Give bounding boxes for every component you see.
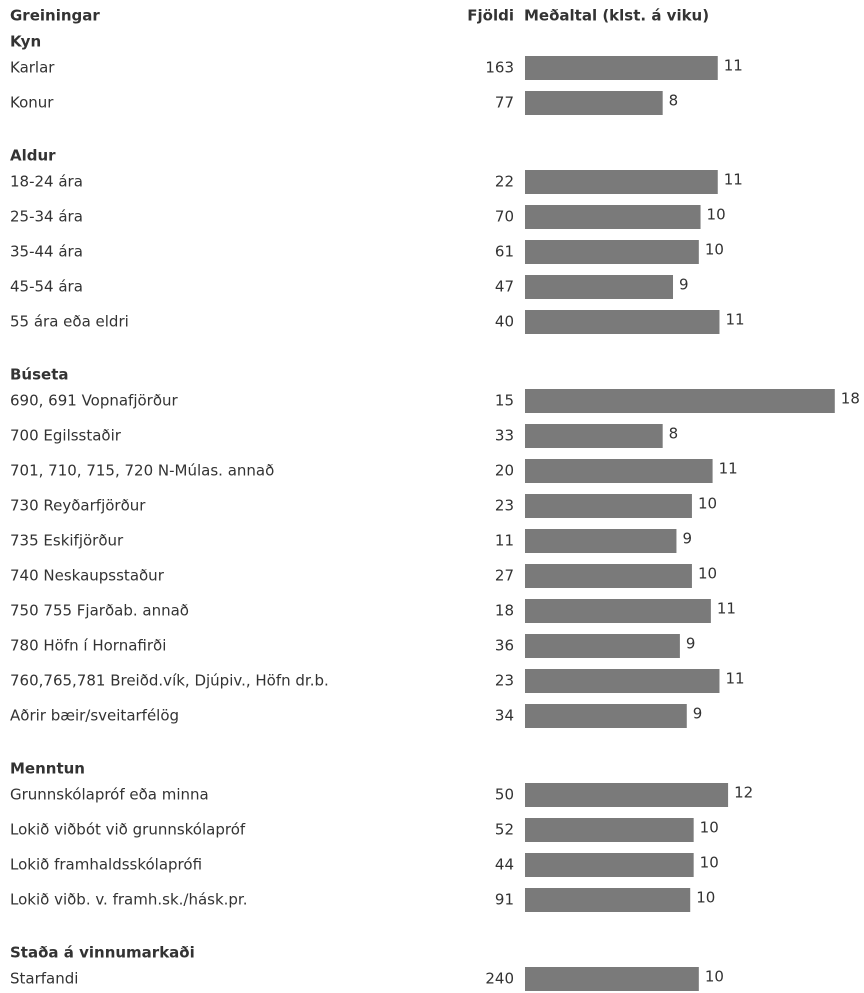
bar <box>525 529 677 553</box>
value-label: 10 <box>705 968 724 986</box>
count: 23 <box>495 672 514 690</box>
bar <box>525 634 680 658</box>
count: 163 <box>485 59 514 77</box>
count: 77 <box>495 94 514 112</box>
bar <box>525 91 663 115</box>
count: 52 <box>495 821 514 839</box>
row-label: 760,765,781 Breiðd.vík, Djúpiv., Höfn dr… <box>10 672 329 690</box>
bar <box>525 818 694 842</box>
row-label: 690, 691 Vopnafjörður <box>10 392 179 410</box>
value-label: 10 <box>696 889 715 907</box>
value-label: 11 <box>724 57 743 75</box>
bar <box>525 599 711 623</box>
bar <box>525 853 694 877</box>
group-title: Menntun <box>10 760 85 778</box>
value-label: 10 <box>700 819 719 837</box>
count: 70 <box>495 208 514 226</box>
row-label: Grunnskólapróf eða minna <box>10 786 209 804</box>
count: 15 <box>495 392 514 410</box>
value-label: 11 <box>719 460 738 478</box>
count: 44 <box>495 856 514 874</box>
count: 11 <box>495 532 514 550</box>
bar <box>525 275 674 299</box>
value-label: 10 <box>705 241 724 259</box>
count: 34 <box>495 707 514 725</box>
bar <box>525 459 713 483</box>
row-label: 25-34 ára <box>10 208 83 226</box>
row-label: 730 Reyðarfjörður <box>10 497 146 515</box>
row-label: 750 755 Fjarðab. annað <box>10 602 189 620</box>
label-header: Greiningar <box>10 7 100 25</box>
value-label: 18 <box>841 390 860 408</box>
count: 27 <box>495 567 514 585</box>
bar <box>525 564 692 588</box>
bar <box>525 494 692 518</box>
row-label: 18-24 ára <box>10 173 83 191</box>
row-label: Starfandi <box>10 970 78 988</box>
count: 61 <box>495 243 514 261</box>
value-label: 8 <box>669 425 679 443</box>
count: 91 <box>495 891 514 909</box>
count: 47 <box>495 278 514 296</box>
bar <box>525 310 720 334</box>
value-label: 9 <box>682 530 692 548</box>
value-label: 11 <box>725 670 744 688</box>
value-header: Meðaltal (klst. á viku) <box>524 7 709 25</box>
row-label: 701, 710, 715, 720 N-Múlas. annað <box>10 462 274 480</box>
bar <box>525 240 699 264</box>
group-title: Kyn <box>10 33 41 51</box>
row-label: 780 Höfn í Hornafirði <box>10 637 166 655</box>
bar <box>525 888 691 912</box>
bar <box>525 704 687 728</box>
count: 23 <box>495 497 514 515</box>
group-title: Staða á vinnumarkaði <box>10 944 195 962</box>
row-label: Lokið viðbót við grunnskólapróf <box>10 821 246 839</box>
value-label: 10 <box>698 565 717 583</box>
value-label: 10 <box>707 206 726 224</box>
value-label: 10 <box>698 495 717 513</box>
bar <box>525 424 663 448</box>
count: 36 <box>495 637 514 655</box>
row-label: Aðrir bæir/sveitarfélög <box>10 707 179 725</box>
value-label: 8 <box>669 92 679 110</box>
count-header: Fjöldi <box>467 7 514 25</box>
row-label: 35-44 ára <box>10 243 83 261</box>
row-label: 45-54 ára <box>10 278 83 296</box>
bar <box>525 669 720 693</box>
count: 33 <box>495 427 514 445</box>
bar <box>525 170 718 194</box>
value-label: 9 <box>686 635 696 653</box>
value-label: 10 <box>700 854 719 872</box>
row-label: 735 Eskifjörður <box>10 532 124 550</box>
bar <box>525 205 701 229</box>
row-label: Konur <box>10 94 54 112</box>
value-label: 12 <box>734 784 753 802</box>
count: 40 <box>495 313 514 331</box>
group-title: Búseta <box>10 366 69 384</box>
count: 20 <box>495 462 514 480</box>
value-label: 11 <box>725 311 744 329</box>
bar <box>525 967 699 991</box>
group-title: Aldur <box>10 147 56 165</box>
count: 18 <box>495 602 514 620</box>
bar <box>525 783 729 807</box>
bar <box>525 56 718 80</box>
bar <box>525 389 835 413</box>
row-label: Lokið viðb. v. framh.sk./hásk.pr. <box>10 891 248 909</box>
row-label: Karlar <box>10 59 55 77</box>
count: 240 <box>485 970 514 988</box>
count: 22 <box>495 173 514 191</box>
value-label: 9 <box>679 276 689 294</box>
value-label: 11 <box>724 171 743 189</box>
row-label: 700 Egilsstaðir <box>10 427 122 445</box>
value-label: 11 <box>717 600 736 618</box>
row-label: Lokið framhaldsskólaprófi <box>10 856 202 874</box>
row-label: 55 ára eða eldri <box>10 313 129 331</box>
value-label: 9 <box>693 705 703 723</box>
row-label: 740 Neskaupsstaður <box>10 567 165 585</box>
count: 50 <box>495 786 514 804</box>
